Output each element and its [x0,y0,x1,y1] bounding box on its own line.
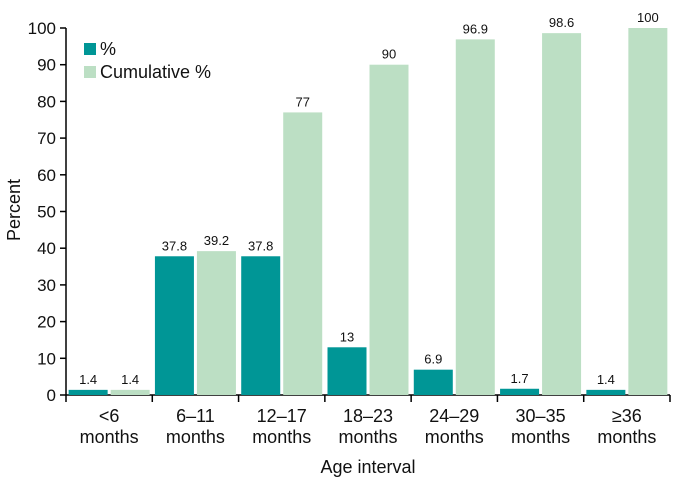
data-label: 1.4 [597,372,615,387]
y-tick-label: 100 [28,19,56,38]
x-tick-label: months [511,427,570,447]
y-tick-label: 30 [37,276,56,295]
y-tick-label: 60 [37,166,56,185]
x-tick-label: months [80,427,139,447]
x-tick-label: <6 [99,406,120,426]
data-label: 37.8 [162,238,187,253]
y-tick-label: 80 [37,92,56,111]
bar-cumulative [542,33,582,395]
data-label: 96.9 [463,21,488,36]
legend-swatch [84,43,96,55]
bar-percent [241,256,281,395]
y-tick-label: 40 [37,239,56,258]
data-label: 39.2 [204,233,229,248]
data-label: 1.4 [79,372,97,387]
y-tick-label: 50 [37,203,56,222]
bar-percent [327,347,367,395]
bar-cumulative [455,39,495,395]
x-axis: <6months6–11months12–17months18–23months… [65,394,671,447]
bar-cumulative [369,64,409,395]
x-tick-label: 30–35 [516,406,566,426]
x-tick-label: months [166,427,225,447]
bar-percent [154,256,194,395]
data-label: 13 [340,329,354,344]
legend-swatch [84,66,96,78]
data-label: 100 [637,10,659,25]
bar-cumulative [628,28,668,395]
bar-percent [413,369,453,395]
legend-entry: % [100,39,116,59]
y-tick-label: 90 [37,56,56,75]
y-tick-label: 20 [37,313,56,332]
legend-entry: Cumulative % [100,62,211,82]
y-tick-label: 0 [47,386,56,405]
bar-percent [586,389,626,395]
data-label: 98.6 [549,15,574,30]
x-axis-title: Age interval [320,457,415,477]
x-tick-label: months [597,427,656,447]
data-label: 6.9 [424,352,442,367]
x-tick-label: 18–23 [343,406,393,426]
bar-cumulative [283,112,323,395]
y-tick-label: 10 [37,349,56,368]
y-axis-title: Percent [4,179,24,241]
x-tick-label: 12–17 [257,406,307,426]
x-tick-label: months [252,427,311,447]
bar-percent [500,388,540,395]
data-label: 1.7 [511,371,529,386]
x-tick-label: 24–29 [429,406,479,426]
bar-percent [68,389,108,395]
x-tick-label: ≥36 [612,406,642,426]
data-label: 77 [295,94,309,109]
bars [68,28,668,395]
bar-cumulative [110,389,150,395]
y-tick-label: 70 [37,129,56,148]
x-tick-label: months [425,427,484,447]
data-label: 1.4 [121,372,139,387]
bar-cumulative [196,251,236,395]
legend: % Cumulative % [84,39,211,82]
x-tick-label: months [338,427,397,447]
data-labels: 1.4 37.8 37.8 13 6.9 1.7 1.4 1.4 39.2 77 90 96.9 98.… [79,10,659,387]
y-axis: 0 10 20 30 40 50 60 70 80 90 100 [28,19,67,405]
x-tick-label: 6–11 [176,406,215,426]
data-label: 90 [382,47,396,62]
data-label: 37.8 [248,238,273,253]
